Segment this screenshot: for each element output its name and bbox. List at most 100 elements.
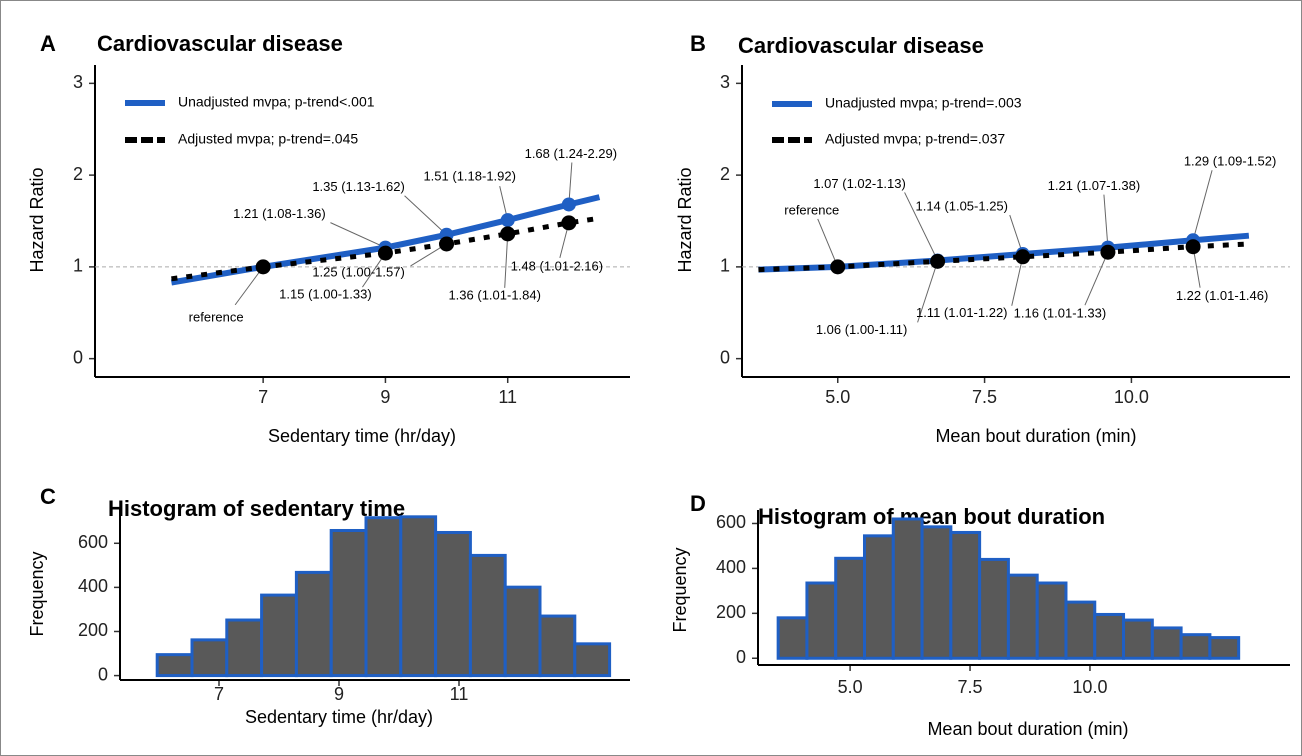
panel-title: Cardiovascular disease (97, 31, 343, 56)
x-axis-label: Sedentary time (hr/day) (268, 426, 456, 446)
x-tick-label: 11 (450, 684, 469, 704)
panel-letter: C (40, 484, 56, 509)
x-tick-label: 5.0 (838, 677, 863, 697)
point (830, 259, 846, 275)
histogram-bar (155, 653, 194, 678)
point (500, 213, 515, 228)
point-label: 1.21 (1.08-1.36) (233, 206, 326, 221)
histogram-bar (225, 618, 264, 678)
leader-line (404, 195, 447, 236)
y-axis-label: Frequency (27, 551, 47, 636)
histogram-bar (920, 525, 953, 660)
histogram-bar (468, 553, 507, 678)
y-tick-label: 1 (720, 256, 730, 276)
histogram-bar (1064, 600, 1097, 660)
x-tick-label: 7.5 (972, 387, 997, 407)
leader-line (568, 162, 573, 205)
point (500, 226, 516, 242)
leader-line (904, 192, 939, 261)
y-tick-label: 400 (716, 557, 746, 577)
x-axis-label: Sedentary time (hr/day) (245, 707, 433, 727)
histogram-bar (538, 614, 577, 678)
histogram-bar (1006, 573, 1039, 660)
histogram-bar (805, 581, 838, 660)
x-tick-label: 9 (334, 684, 344, 704)
point (561, 215, 577, 231)
point (439, 236, 455, 252)
point (1015, 249, 1031, 265)
point (377, 245, 393, 261)
x-tick-label: 11 (498, 387, 517, 407)
histogram-bar (978, 557, 1010, 660)
point-label: 1.36 (1.01-1.84) (448, 287, 541, 302)
histogram-bar (294, 570, 333, 678)
point-label: 1.06 (1.00-1.11) (816, 322, 908, 337)
x-tick-label: 10.0 (1072, 677, 1107, 697)
point-label: 1.35 (1.13-1.62) (312, 179, 405, 194)
y-tick-label: 200 (716, 602, 746, 622)
histogram-bar (949, 530, 982, 660)
y-axis-label: Frequency (670, 547, 690, 632)
y-tick-label: 2 (720, 164, 730, 184)
y-tick-label: 0 (73, 347, 83, 367)
y-tick-label: 200 (78, 620, 108, 640)
histogram-bar (834, 556, 866, 660)
leader-line (1103, 194, 1109, 248)
point (1100, 244, 1116, 260)
point-label: 1.14 (1.05-1.25) (915, 198, 1008, 213)
point-label: 1.21 (1.07-1.38) (1048, 178, 1141, 193)
histogram-bar (776, 616, 809, 660)
histogram-bar (190, 638, 229, 678)
x-tick-label: 7 (258, 387, 268, 407)
point-label: 1.15 (1.00-1.33) (279, 287, 372, 302)
y-tick-label: 0 (720, 347, 730, 367)
y-tick-label: 600 (78, 532, 108, 552)
x-tick-label: 7.5 (958, 677, 983, 697)
panel-letter: A (40, 31, 56, 56)
leader-line (234, 266, 264, 306)
x-tick-label: 7 (214, 684, 224, 704)
point-label: 1.22 (1.01-1.46) (1176, 288, 1269, 303)
y-tick-label: 0 (736, 647, 746, 667)
point-label: 1.11 (1.01-1.22) (916, 305, 1008, 320)
panel-letter: D (690, 491, 706, 516)
histogram-bar (399, 515, 438, 678)
histogram-bar (364, 516, 403, 678)
legend-label: Unadjusted mvpa; p-trend=.003 (825, 95, 1022, 111)
y-axis-label: Hazard Ratio (27, 167, 47, 272)
histogram-bar (1122, 618, 1154, 660)
histogram-bar (862, 534, 895, 660)
y-tick-label: 3 (720, 72, 730, 92)
y-tick-label: 1 (73, 256, 83, 276)
point-label: 1.48 (1.01-2.16) (511, 258, 604, 273)
histogram-bar (434, 530, 472, 678)
legend-label: Unadjusted mvpa; p-trend<.001 (178, 94, 375, 110)
panel-title: Histogram of mean bout duration (758, 504, 1105, 529)
leader-line (1192, 170, 1213, 241)
x-axis-label: Mean bout duration (min) (935, 426, 1136, 446)
point-label: 1.51 (1.18-1.92) (423, 169, 516, 184)
y-tick-label: 2 (73, 164, 83, 184)
point-label: reference (784, 202, 839, 217)
point-label: 1.29 (1.09-1.52) (1184, 154, 1277, 169)
y-tick-label: 400 (78, 576, 108, 596)
histogram-bar (1179, 633, 1212, 660)
x-axis-label: Mean bout duration (min) (927, 719, 1128, 739)
x-tick-label: 5.0 (825, 387, 850, 407)
panel-letter: B (690, 31, 706, 56)
legend-label: Adjusted mvpa; p-trend=.045 (178, 131, 358, 147)
leader-line (817, 218, 839, 268)
point (255, 259, 271, 275)
histogram-bar (891, 517, 924, 660)
x-tick-label: 10.0 (1114, 387, 1149, 407)
panel-title: Histogram of sedentary time (108, 496, 405, 521)
leader-line (917, 261, 939, 323)
histogram-bar (503, 585, 542, 678)
panel-title: Cardiovascular disease (738, 33, 984, 58)
point (561, 197, 576, 212)
point (930, 253, 946, 269)
point-label: reference (189, 309, 244, 324)
leader-line (1011, 256, 1024, 306)
y-tick-label: 0 (98, 664, 108, 684)
